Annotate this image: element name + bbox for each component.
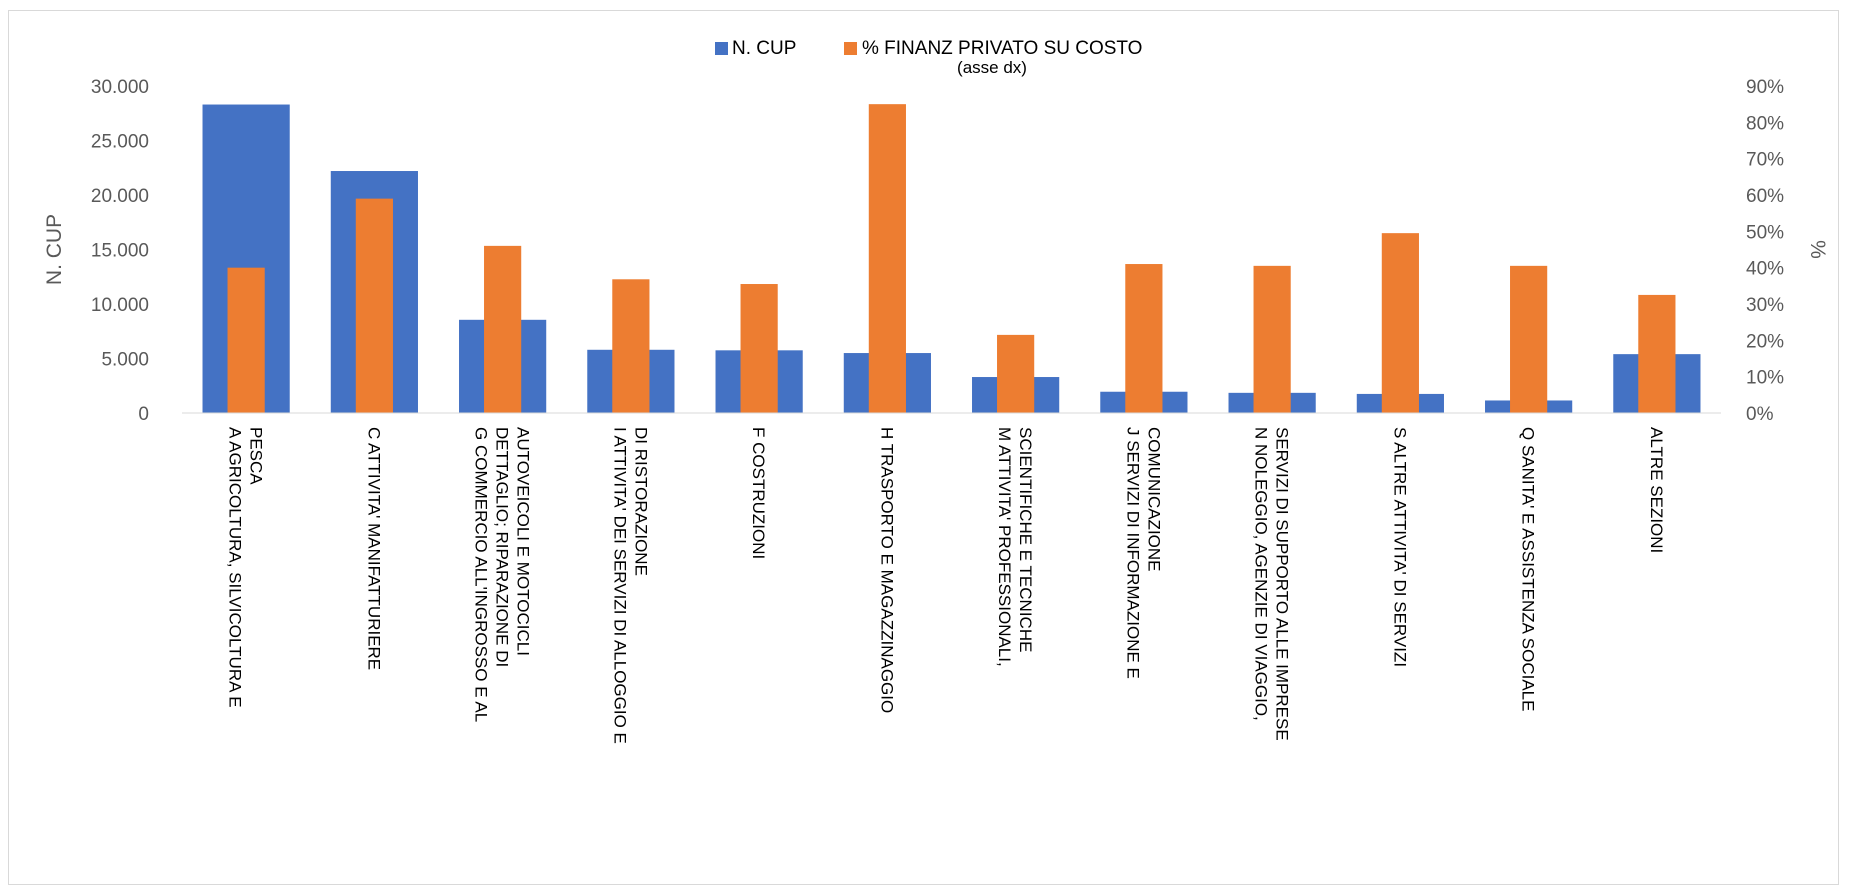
x-axis: A AGRICOLTURA, SILVICOLTURA E PESCA C ATTI… [226, 427, 1666, 744]
bar-finanz-privato [1638, 294, 1676, 413]
x-tick-label: N NOLEGGIO, AGENZIE DI VIAGGIO, SERVIZI D… [1252, 427, 1292, 741]
y-tick-right: 0% [1746, 404, 1774, 425]
y-tick-right: 30% [1746, 295, 1784, 316]
x-tick-label: M ATTIVITA' PROFESSIONALI, SCIENTIFICHE E… [995, 427, 1035, 667]
bar-finanz-privato [868, 104, 906, 414]
x-tick-label-line: PESCA [247, 427, 266, 485]
x-tick-label-line: C ATTIVITA' MANIFATTURIERE [364, 427, 383, 670]
x-tick-label: C ATTIVITA' MANIFATTURIERE [364, 427, 383, 670]
y-axis-left: 0 5.000 10.000 15.000 20.000 25.000 30.000 [91, 77, 149, 425]
bar-finanz-privato [740, 284, 778, 413]
x-tick-label-line: H TRASPORTO E MAGAZZINAGGIO [877, 427, 896, 713]
x-tick-label-line: ALTRE SEZIONI [1647, 427, 1666, 553]
x-tick-label-line: SCIENTIFICHE E TECNICHE [1016, 427, 1035, 652]
y-tick-left: 30.000 [91, 77, 149, 98]
bars [202, 104, 1701, 414]
x-tick-label-line: DETTAGLIO; RIPARAZIONE DI [493, 427, 512, 667]
bar-finanz-privato [1381, 233, 1419, 413]
x-tick-label: G COMMERCIO ALL'INGROSSO E AL DETTAGLIO; … [472, 427, 533, 722]
x-tick-label-line: N NOLEGGIO, AGENZIE DI VIAGGIO, [1252, 427, 1271, 721]
legend-label-finanz-line2: (asse dx) [957, 58, 1027, 77]
x-tick-label: Q SANITA' E ASSISTENZA SOCIALE [1519, 427, 1538, 711]
bar-chart: N. CUP % FINANZ PRIVATO SU COSTO (asse d… [43, 38, 1829, 744]
y-tick-left: 0 [138, 404, 149, 425]
x-tick-label-line: DI RISTORAZIONE [631, 427, 650, 576]
y-tick-left: 20.000 [91, 186, 149, 207]
x-tick-label: J SERVIZI DI INFORMAZIONE E COMUNICAZIONE [1123, 427, 1163, 679]
x-tick-label: ALTRE SEZIONI [1647, 427, 1666, 553]
x-tick-label-line: M ATTIVITA' PROFESSIONALI, [995, 427, 1014, 667]
x-tick-label-line: Q SANITA' E ASSISTENZA SOCIALE [1519, 427, 1538, 711]
y-axis-right: 0% 10% 20% 30% 40% 50% 60% 70% 80% 90% [1746, 77, 1784, 425]
bar-finanz-privato [484, 245, 522, 413]
legend: N. CUP % FINANZ PRIVATO SU COSTO (asse d… [715, 38, 1142, 77]
y-tick-right: 10% [1746, 368, 1784, 389]
y-axis-title-left: N. CUP [43, 214, 66, 285]
y-tick-right: 20% [1746, 331, 1784, 352]
x-tick-label: I ATTIVITA' DEI SERVIZI DI ALLOGGIO E DI … [610, 427, 650, 744]
x-tick-label: S ALTRE ATTIVITA' DI SERVIZI [1390, 427, 1409, 667]
x-tick-label-line: J SERVIZI DI INFORMAZIONE E [1123, 427, 1142, 679]
y-tick-left: 10.000 [91, 295, 149, 316]
y-tick-right: 50% [1746, 222, 1784, 243]
x-tick-label-line: F COSTRUZIONI [749, 427, 768, 559]
y-tick-right: 60% [1746, 186, 1784, 207]
y-tick-left: 15.000 [91, 241, 149, 262]
legend-label-finanz: % FINANZ PRIVATO SU COSTO [862, 38, 1142, 59]
x-tick-label: H TRASPORTO E MAGAZZINAGGIO [877, 427, 896, 713]
x-tick-label: A AGRICOLTURA, SILVICOLTURA E PESCA [226, 427, 266, 708]
x-tick-label: F COSTRUZIONI [749, 427, 768, 559]
legend-swatch-ncup [715, 42, 728, 55]
bar-finanz-privato [1125, 264, 1163, 413]
y-tick-right: 40% [1746, 259, 1784, 280]
bar-finanz-privato [227, 267, 265, 413]
y-tick-right: 90% [1746, 77, 1784, 98]
bar-finanz-privato [1510, 265, 1548, 413]
x-tick-label-line: COMUNICAZIONE [1144, 427, 1163, 572]
bar-finanz-privato [1253, 265, 1291, 413]
x-tick-label-line: AUTOVEICOLI E MOTOCICLI [514, 427, 533, 656]
y-axis-title-right: % [1806, 240, 1829, 259]
chart-frame: N. CUP % FINANZ PRIVATO SU COSTO (asse d… [8, 10, 1839, 885]
y-tick-right: 80% [1746, 113, 1784, 134]
x-tick-label-line: A AGRICOLTURA, SILVICOLTURA E [226, 427, 245, 708]
legend-swatch-finanz [844, 42, 857, 55]
bar-finanz-privato [355, 198, 393, 413]
y-tick-right: 70% [1746, 150, 1784, 171]
legend-label-ncup: N. CUP [732, 38, 796, 59]
bar-finanz-privato [997, 334, 1035, 413]
y-tick-left: 5.000 [101, 350, 149, 371]
x-tick-label-line: G COMMERCIO ALL'INGROSSO E AL [472, 427, 491, 722]
x-tick-label-line: S ALTRE ATTIVITA' DI SERVIZI [1390, 427, 1409, 667]
bar-finanz-privato [612, 279, 650, 413]
y-tick-left: 25.000 [91, 132, 149, 153]
x-tick-label-line: SERVIZI DI SUPPORTO ALLE IMPRESE [1273, 427, 1292, 741]
x-tick-label-line: I ATTIVITA' DEI SERVIZI DI ALLOGGIO E [610, 427, 629, 744]
